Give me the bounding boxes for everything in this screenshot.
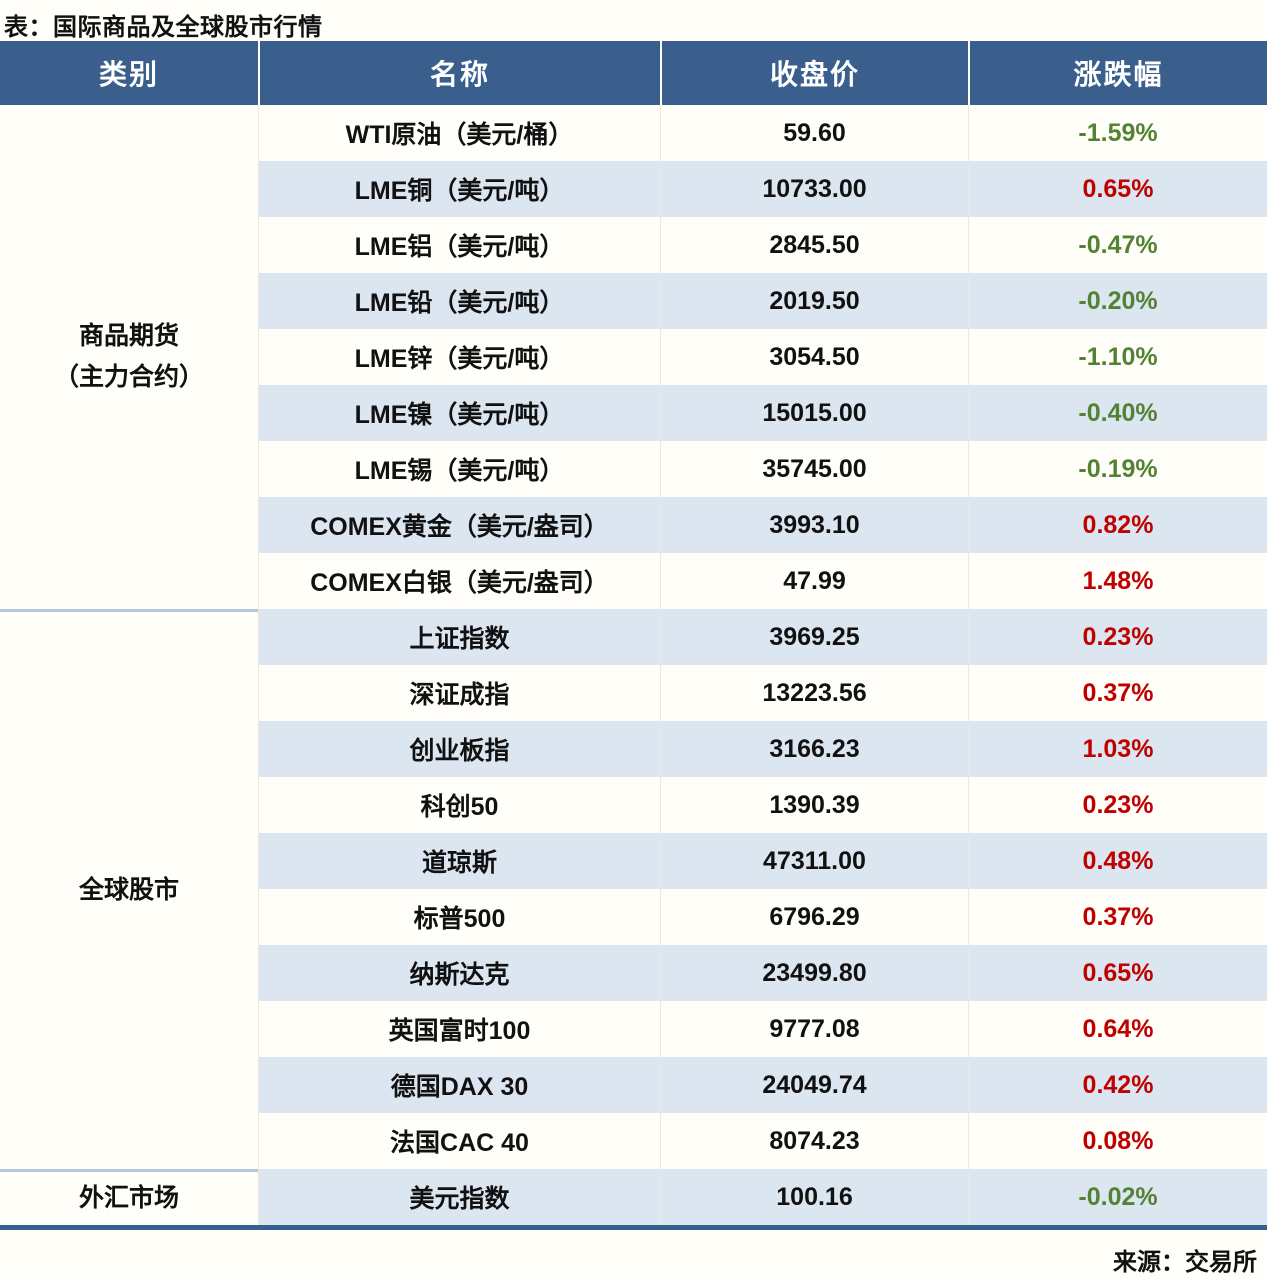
column-header-close: 收盘价	[660, 41, 968, 105]
change-percent: 0.65%	[968, 161, 1267, 217]
instrument-name: LME铜（美元/吨）	[258, 161, 660, 217]
instrument-name: 英国富时100	[258, 1001, 660, 1057]
change-percent: -1.10%	[968, 329, 1267, 385]
market-table: 类别 名称 收盘价 涨跌幅 商品期货 （主力合约） WTI原油（美元/桶） 59.60…	[0, 41, 1267, 1230]
instrument-name: 道琼斯	[258, 833, 660, 889]
close-price: 47311.00	[660, 833, 968, 889]
close-price: 15015.00	[660, 385, 968, 441]
column-header-name: 名称	[258, 41, 660, 105]
instrument-name: LME铝（美元/吨）	[258, 217, 660, 273]
close-price: 3993.10	[660, 497, 968, 553]
close-price: 8074.23	[660, 1113, 968, 1169]
change-percent: 0.23%	[968, 777, 1267, 833]
close-price: 10733.00	[660, 161, 968, 217]
close-price: 35745.00	[660, 441, 968, 497]
change-percent: 1.03%	[968, 721, 1267, 777]
column-header-change: 涨跌幅	[968, 41, 1267, 105]
table-header-row: 类别 名称 收盘价 涨跌幅	[0, 41, 1267, 105]
category-cell: 全球股市	[0, 609, 258, 1169]
change-percent: 0.37%	[968, 665, 1267, 721]
close-price: 2845.50	[660, 217, 968, 273]
instrument-name: WTI原油（美元/桶）	[258, 105, 660, 161]
close-price: 3969.25	[660, 609, 968, 665]
close-price: 100.16	[660, 1169, 968, 1225]
source-note: 来源：交易所	[1113, 1249, 1257, 1276]
category-cell: 商品期货 （主力合约）	[0, 105, 258, 609]
instrument-name: 上证指数	[258, 609, 660, 665]
close-price: 1390.39	[660, 777, 968, 833]
change-percent: 0.23%	[968, 609, 1267, 665]
instrument-name: LME铅（美元/吨）	[258, 273, 660, 329]
close-price: 3166.23	[660, 721, 968, 777]
instrument-name: 纳斯达克	[258, 945, 660, 1001]
change-percent: -1.59%	[968, 105, 1267, 161]
instrument-name: 德国DAX 30	[258, 1057, 660, 1113]
instrument-name: LME锡（美元/吨）	[258, 441, 660, 497]
instrument-name: COMEX白银（美元/盎司）	[258, 553, 660, 609]
change-percent: 0.82%	[968, 497, 1267, 553]
change-percent: -0.20%	[968, 273, 1267, 329]
instrument-name: 科创50	[258, 777, 660, 833]
instrument-name: LME锌（美元/吨）	[258, 329, 660, 385]
instrument-name: 深证成指	[258, 665, 660, 721]
close-price: 24049.74	[660, 1057, 968, 1113]
close-price: 47.99	[660, 553, 968, 609]
close-price: 9777.08	[660, 1001, 968, 1057]
change-percent: 0.64%	[968, 1001, 1267, 1057]
change-percent: -0.40%	[968, 385, 1267, 441]
instrument-name: COMEX黄金（美元/盎司）	[258, 497, 660, 553]
change-percent: -0.47%	[968, 217, 1267, 273]
instrument-name: 法国CAC 40	[258, 1113, 660, 1169]
change-percent: -0.02%	[968, 1169, 1267, 1225]
change-percent: 0.65%	[968, 945, 1267, 1001]
category-cell: 外汇市场	[0, 1169, 258, 1225]
instrument-name: 美元指数	[258, 1169, 660, 1225]
change-percent: -0.19%	[968, 441, 1267, 497]
close-price: 13223.56	[660, 665, 968, 721]
instrument-name: LME镍（美元/吨）	[258, 385, 660, 441]
change-percent: 0.42%	[968, 1057, 1267, 1113]
close-price: 6796.29	[660, 889, 968, 945]
table-body: 商品期货 （主力合约） WTI原油（美元/桶） 59.60 -1.59% LME铜（美元/…	[0, 105, 1267, 1230]
change-percent: 0.37%	[968, 889, 1267, 945]
column-header-category: 类别	[0, 41, 258, 105]
change-percent: 1.48%	[968, 553, 1267, 609]
instrument-name: 标普500	[258, 889, 660, 945]
close-price: 59.60	[660, 105, 968, 161]
instrument-name: 创业板指	[258, 721, 660, 777]
change-percent: 0.48%	[968, 833, 1267, 889]
page-title: 表：国际商品及全球股市行情	[4, 14, 323, 41]
close-price: 23499.80	[660, 945, 968, 1001]
close-price: 3054.50	[660, 329, 968, 385]
close-price: 2019.50	[660, 273, 968, 329]
change-percent: 0.08%	[968, 1113, 1267, 1169]
